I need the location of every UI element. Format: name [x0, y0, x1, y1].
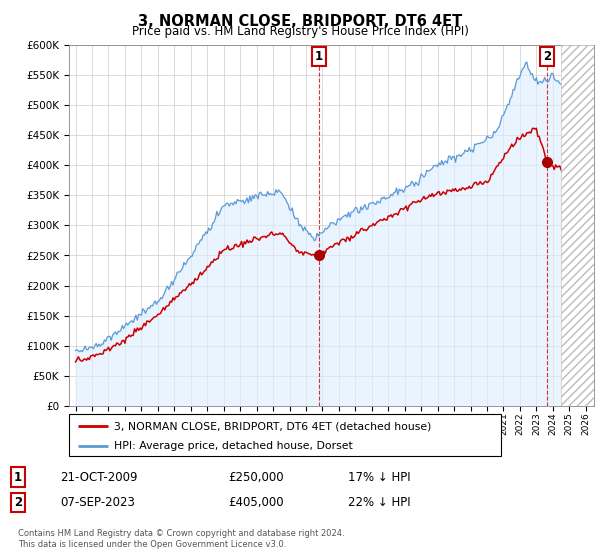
Text: £405,000: £405,000: [228, 496, 284, 509]
Text: 21-OCT-2009: 21-OCT-2009: [60, 470, 137, 484]
Text: HPI: Average price, detached house, Dorset: HPI: Average price, detached house, Dors…: [115, 441, 353, 451]
FancyBboxPatch shape: [69, 414, 501, 456]
Text: 2: 2: [14, 496, 22, 509]
Text: 22% ↓ HPI: 22% ↓ HPI: [348, 496, 410, 509]
Text: 3, NORMAN CLOSE, BRIDPORT, DT6 4ET: 3, NORMAN CLOSE, BRIDPORT, DT6 4ET: [138, 14, 462, 29]
Text: 1: 1: [315, 50, 323, 63]
Text: Contains HM Land Registry data © Crown copyright and database right 2024.
This d: Contains HM Land Registry data © Crown c…: [18, 529, 344, 549]
Text: 07-SEP-2023: 07-SEP-2023: [60, 496, 135, 509]
Text: 2: 2: [544, 50, 551, 63]
Text: 1: 1: [14, 470, 22, 484]
Text: Price paid vs. HM Land Registry's House Price Index (HPI): Price paid vs. HM Land Registry's House …: [131, 25, 469, 38]
Text: 17% ↓ HPI: 17% ↓ HPI: [348, 470, 410, 484]
Text: 3, NORMAN CLOSE, BRIDPORT, DT6 4ET (detached house): 3, NORMAN CLOSE, BRIDPORT, DT6 4ET (deta…: [115, 421, 432, 431]
Text: £250,000: £250,000: [228, 470, 284, 484]
